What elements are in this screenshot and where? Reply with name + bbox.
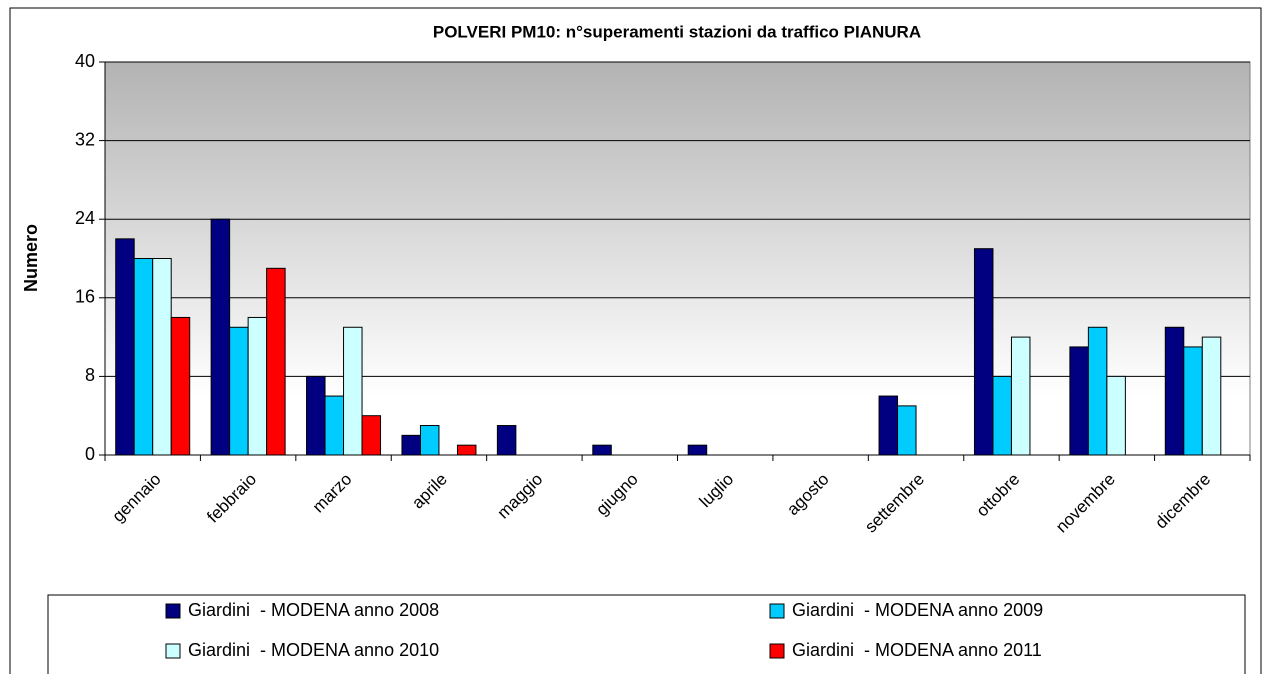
bar — [878, 395, 899, 456]
bar — [456, 444, 477, 456]
y-tick-label: 0 — [85, 444, 95, 464]
chart-title: POLVERI PM10: n°superamenti stazioni da … — [433, 22, 921, 41]
bar — [324, 395, 345, 456]
legend-label: Giardini - MODENA anno 2008 — [188, 600, 439, 620]
bar — [229, 326, 249, 456]
bar — [1183, 346, 1203, 456]
legend-swatch — [769, 603, 785, 619]
legend-label: Giardini - MODENA anno 2011 — [792, 640, 1042, 660]
bar — [133, 258, 154, 456]
bar — [1087, 326, 1108, 456]
bar — [992, 375, 1012, 456]
bar — [361, 415, 382, 456]
bar — [1164, 326, 1185, 456]
bar — [266, 267, 286, 456]
y-tick-label: 40 — [75, 51, 95, 71]
y-tick-label: 24 — [75, 208, 95, 228]
y-tick-label: 16 — [75, 287, 95, 307]
bar — [170, 316, 191, 456]
legend-swatch — [165, 643, 181, 659]
legend — [47, 594, 1246, 674]
bar — [343, 326, 363, 456]
bar — [592, 444, 612, 456]
bar — [496, 425, 517, 456]
bar — [306, 375, 326, 456]
bar — [152, 258, 172, 456]
legend-label: Giardini - MODENA anno 2009 — [792, 600, 1043, 620]
bar — [247, 316, 268, 456]
y-tick-label: 32 — [75, 129, 95, 149]
bar — [419, 425, 440, 456]
bar — [1106, 375, 1126, 456]
bar — [115, 238, 135, 456]
bar — [973, 248, 994, 456]
legend-swatch — [165, 603, 181, 619]
legend-label: Giardini - MODENA anno 2010 — [188, 640, 439, 660]
bar — [1010, 336, 1031, 456]
bar — [1069, 346, 1089, 456]
plot-area — [104, 61, 1251, 456]
bar — [210, 218, 231, 456]
y-axis-label: Numero — [21, 224, 41, 292]
bar — [897, 405, 917, 456]
bar — [401, 434, 421, 456]
y-tick-label: 8 — [85, 365, 95, 385]
bar — [687, 444, 708, 456]
legend-swatch — [769, 643, 785, 659]
bar — [1201, 336, 1222, 456]
